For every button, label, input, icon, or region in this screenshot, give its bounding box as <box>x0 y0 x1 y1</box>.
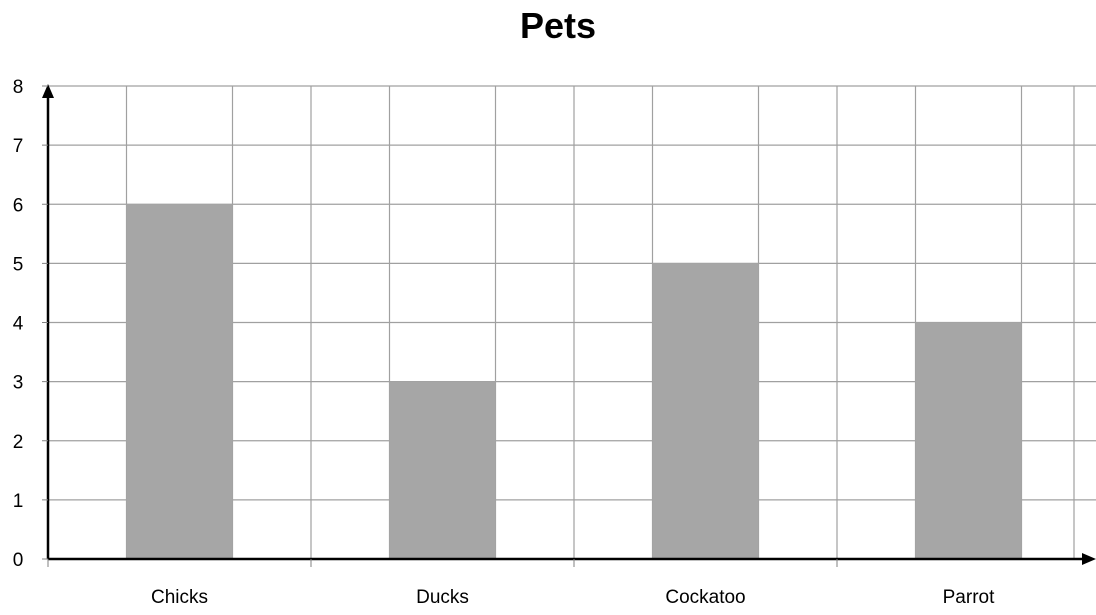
axes-layer <box>42 84 1096 567</box>
bars-layer <box>126 204 1022 559</box>
y-tick-label: 6 <box>13 195 24 216</box>
x-category-label: Cockatoo <box>665 587 745 608</box>
y-tick-label: 5 <box>13 254 24 275</box>
bar-cockatoo <box>652 263 759 559</box>
x-axis-arrow-icon <box>1082 553 1096 565</box>
y-tick-label: 3 <box>13 373 24 394</box>
y-tick-label: 1 <box>13 491 24 512</box>
x-category-label: Parrot <box>943 587 995 608</box>
chart-title: Pets <box>519 5 597 46</box>
x-category-label: Ducks <box>416 587 469 608</box>
y-axis-arrow-icon <box>42 84 54 98</box>
x-category-label: Chicks <box>151 587 208 608</box>
y-tick-label: 4 <box>13 314 24 335</box>
bar-parrot <box>915 322 1022 559</box>
y-tick-label: 7 <box>13 136 24 157</box>
bar-ducks <box>389 381 496 559</box>
y-tick-label: 0 <box>13 550 24 571</box>
bar-chicks <box>126 204 233 559</box>
y-tick-label: 2 <box>13 432 24 453</box>
labels-layer: 0 1 2 3 4 5 6 7 8 Chicks Ducks Cockatoo Parrot <box>13 77 995 608</box>
y-tick-label: 8 <box>13 77 24 98</box>
